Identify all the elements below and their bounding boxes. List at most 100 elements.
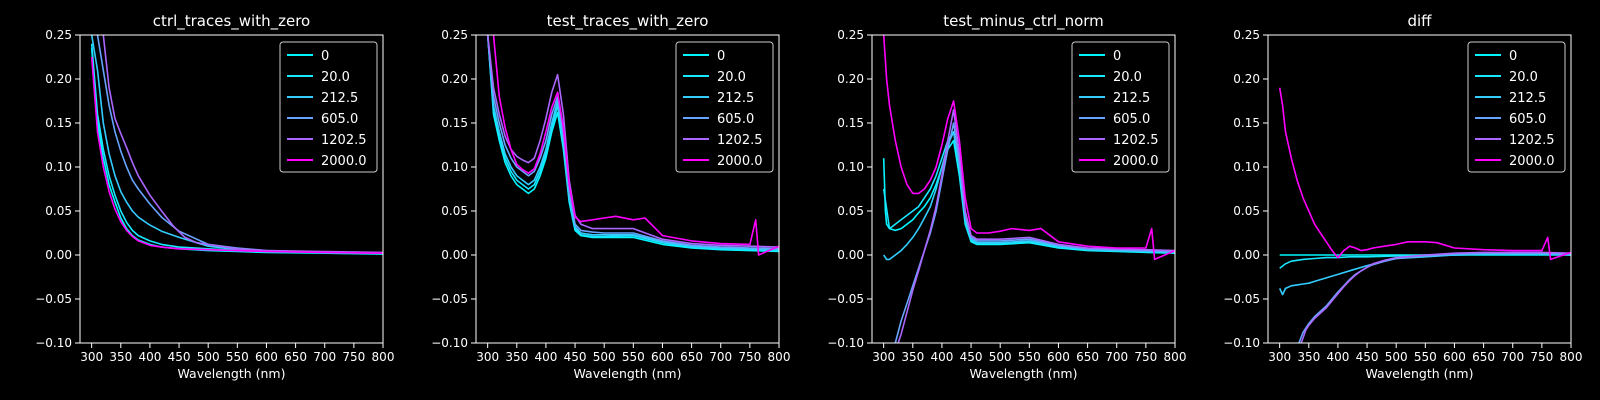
x-tick-label: 550 <box>622 350 645 364</box>
y-tick-label: 0.15 <box>45 116 72 130</box>
legend-entry: 605.0 <box>717 112 754 127</box>
x-tick-label: 650 <box>284 350 307 364</box>
chart-title: test_minus_ctrl_norm <box>943 12 1104 31</box>
legend-entry: 0 <box>1509 49 1517 64</box>
x-tick-label: 350 <box>1297 350 1320 364</box>
x-tick-label: 650 <box>1076 350 1099 364</box>
legend-entry: 20.0 <box>321 70 350 85</box>
y-tick-label: 0.20 <box>45 72 72 86</box>
y-tick-label: 0.20 <box>441 72 468 86</box>
y-tick-label: 0.10 <box>1233 160 1260 174</box>
series-line-605-0 <box>894 122 1175 343</box>
x-axis-label: Wavelength (nm) <box>970 366 1078 381</box>
legend: 0 20.0 212.5 605.0 1202.5 2000.0 <box>279 41 378 173</box>
y-tick-label: 0.20 <box>1233 72 1260 86</box>
x-axis-label: Wavelength (nm) <box>574 366 682 381</box>
x-tick-label: 400 <box>138 350 161 364</box>
legend-entry: 212.5 <box>1509 91 1546 106</box>
x-tick-label: 800 <box>1164 350 1187 364</box>
x-tick-label: 800 <box>1560 350 1583 364</box>
y-tick-label: −0.10 <box>431 336 468 350</box>
series-line-1202-5 <box>897 109 1175 343</box>
x-tick-label: 500 <box>989 350 1012 364</box>
axes-frame <box>1267 34 1572 344</box>
x-tick-label: 400 <box>534 350 557 364</box>
chart-title: ctrl_traces_with_zero <box>153 12 310 31</box>
legend-entry: 20.0 <box>1509 70 1538 85</box>
x-tick-label: 350 <box>901 350 924 364</box>
axes-frame <box>79 34 384 344</box>
legend-entry: 0 <box>321 49 329 64</box>
y-tick-label: −0.10 <box>827 336 864 350</box>
y-tick-label: 0.25 <box>837 28 864 42</box>
x-tick-label: 400 <box>1326 350 1349 364</box>
y-tick-label: −0.05 <box>827 292 864 306</box>
y-tick-label: 0.00 <box>441 248 468 262</box>
y-tick-label: 0.05 <box>1233 204 1260 218</box>
axes-frame <box>475 34 780 344</box>
y-tick-label: 0.25 <box>1233 28 1260 42</box>
y-tick-label: 0.00 <box>1233 248 1260 262</box>
legend: 0 20.0 212.5 605.0 1202.5 2000.0 <box>1071 41 1170 173</box>
x-tick-label: 450 <box>168 350 191 364</box>
legend-entry: 212.5 <box>1113 91 1150 106</box>
legend: 0 20.0 212.5 605.0 1202.5 2000.0 <box>675 41 774 173</box>
y-tick-label: 0.10 <box>45 160 72 174</box>
x-tick-label: 750 <box>738 350 761 364</box>
y-tick-label: −0.05 <box>1223 292 1260 306</box>
chart-panel-1: ctrl_traces_with_zero 300 350 400 450 500 550 6… <box>35 12 394 381</box>
legend-entry: 0 <box>717 49 725 64</box>
x-tick-label: 500 <box>197 350 220 364</box>
x-tick-label: 700 <box>313 350 336 364</box>
x-tick-label: 650 <box>1472 350 1495 364</box>
x-tick-label: 550 <box>1018 350 1041 364</box>
x-tick-label: 450 <box>960 350 983 364</box>
y-tick-label: 0.25 <box>441 28 468 42</box>
y-tick-label: 0.10 <box>441 160 468 174</box>
series-line-2000-0 <box>492 35 779 256</box>
x-tick-label: 750 <box>342 350 365 364</box>
legend-entry: 20.0 <box>1113 70 1142 85</box>
legend-entry: 212.5 <box>321 91 358 106</box>
legend-entry: 605.0 <box>321 112 358 127</box>
x-tick-label: 550 <box>1414 350 1437 364</box>
x-tick-label: 700 <box>709 350 732 364</box>
legend-entry: 1202.5 <box>717 133 763 148</box>
series-line-2000-0 <box>1278 87 1571 261</box>
chart-panel-4: diff 300 350 400 450 500 550 600 650 700 750 800 −0.… <box>1223 12 1582 381</box>
y-tick-label: 0.15 <box>1233 116 1260 130</box>
x-tick-label: 450 <box>564 350 587 364</box>
chart-panel-2: test_traces_with_zero 300 350 400 450 500 550 6… <box>431 12 790 381</box>
x-tick-label: 300 <box>872 350 895 364</box>
x-tick-label: 800 <box>768 350 791 364</box>
axes-frame <box>871 34 1176 344</box>
y-tick-label: −0.05 <box>431 292 468 306</box>
series-line-0 <box>486 35 779 253</box>
y-tick-label: 0.05 <box>45 204 72 218</box>
legend-entry: 1202.5 <box>1113 133 1159 148</box>
y-tick-label: 0.15 <box>441 116 468 130</box>
series-line-2000-0 <box>882 35 1175 261</box>
legend: 0 20.0 212.5 605.0 1202.5 2000.0 <box>1467 41 1566 173</box>
legend-entry: 0 <box>1113 49 1121 64</box>
y-tick-label: −0.05 <box>35 292 72 306</box>
y-tick-label: −0.10 <box>1223 336 1260 350</box>
x-tick-label: 350 <box>109 350 132 364</box>
x-tick-label: 500 <box>593 350 616 364</box>
legend-entry: 605.0 <box>1113 112 1150 127</box>
legend-entry: 20.0 <box>717 70 746 85</box>
x-tick-label: 300 <box>80 350 103 364</box>
x-tick-label: 600 <box>651 350 674 364</box>
legend-entry: 2000.0 <box>717 154 763 169</box>
x-tick-label: 300 <box>476 350 499 364</box>
x-tick-label: 750 <box>1530 350 1553 364</box>
series-line-2000-0 <box>90 56 383 254</box>
x-tick-label: 600 <box>1047 350 1070 364</box>
x-tick-label: 350 <box>505 350 528 364</box>
x-tick-label: 550 <box>226 350 249 364</box>
legend-entry: 2000.0 <box>321 154 367 169</box>
legend-entry: 2000.0 <box>1509 154 1555 169</box>
series-line-212-5 <box>1278 253 1571 296</box>
